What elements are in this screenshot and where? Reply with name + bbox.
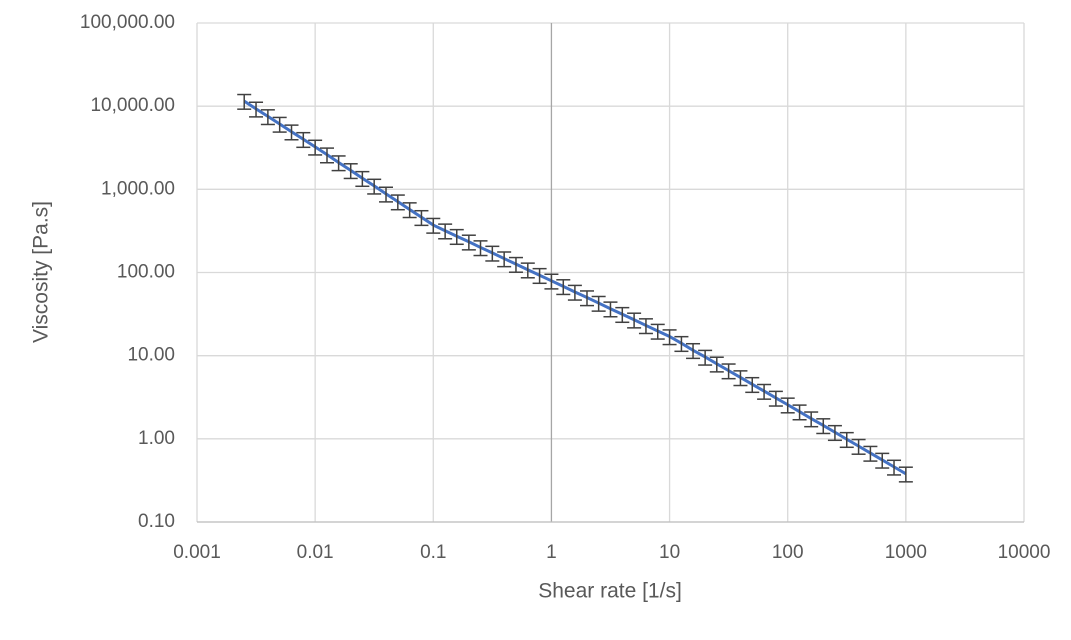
error-bar bbox=[461, 234, 476, 251]
error-bar bbox=[757, 383, 772, 400]
error-bar bbox=[497, 251, 512, 268]
error-bar bbox=[875, 452, 890, 469]
y-tick-label: 1,000.00 bbox=[101, 178, 175, 199]
x-tick-label: 0.01 bbox=[297, 542, 334, 563]
error-bar bbox=[308, 139, 323, 156]
error-bar bbox=[296, 131, 311, 149]
y-tick-label: 100.00 bbox=[117, 262, 175, 283]
error-bar bbox=[721, 363, 736, 380]
error-bar bbox=[662, 329, 677, 346]
error-bar bbox=[355, 170, 370, 188]
error-bar bbox=[887, 459, 902, 476]
error-bar bbox=[839, 431, 854, 449]
error-bar bbox=[686, 342, 701, 360]
x-tick-label: 10 bbox=[659, 542, 680, 563]
error-bar bbox=[650, 323, 665, 340]
error-bar bbox=[615, 306, 630, 324]
error-bar bbox=[473, 240, 488, 257]
error-bar bbox=[520, 262, 535, 279]
error-bar bbox=[260, 109, 275, 126]
error-bar bbox=[579, 290, 594, 307]
error-bar bbox=[284, 124, 299, 141]
error-bar bbox=[804, 411, 819, 428]
error-bar bbox=[390, 194, 405, 211]
y-tick-label: 10,000.00 bbox=[90, 95, 175, 116]
error-bar bbox=[674, 335, 689, 353]
error-bar bbox=[768, 390, 783, 407]
error-bar bbox=[402, 202, 417, 219]
error-bar bbox=[379, 186, 394, 203]
error-bar bbox=[556, 279, 571, 296]
error-bar bbox=[816, 418, 831, 435]
error-bar bbox=[544, 273, 559, 290]
x-tick-label: 10000 bbox=[998, 542, 1051, 563]
x-tick-label: 0.1 bbox=[420, 542, 446, 563]
error-bar bbox=[272, 116, 287, 133]
error-bar bbox=[733, 370, 748, 387]
y-tick-label: 0.10 bbox=[138, 511, 175, 532]
error-bar bbox=[698, 349, 713, 366]
error-bar bbox=[367, 178, 382, 195]
error-bar bbox=[343, 163, 358, 180]
error-bar bbox=[780, 397, 795, 414]
error-bar bbox=[331, 155, 346, 172]
error-bar bbox=[863, 445, 878, 462]
error-bar bbox=[426, 217, 441, 234]
y-axis-label: Viscosity [Pa.s] bbox=[30, 201, 53, 343]
error-bar bbox=[237, 93, 252, 110]
x-axis-label: Shear rate [1/s] bbox=[538, 580, 682, 603]
error-bar bbox=[851, 438, 866, 455]
error-bar bbox=[532, 267, 547, 285]
error-bar bbox=[320, 147, 335, 164]
y-tick-label: 1.00 bbox=[138, 428, 175, 449]
error-bar bbox=[709, 356, 724, 373]
error-bar bbox=[792, 404, 807, 421]
error-bar bbox=[591, 295, 606, 312]
x-tick-label: 0.001 bbox=[173, 542, 221, 563]
error-bar bbox=[414, 209, 429, 227]
y-tick-label: 10.00 bbox=[127, 345, 175, 366]
error-bar bbox=[603, 301, 618, 318]
error-bar bbox=[485, 245, 500, 262]
error-bar bbox=[627, 312, 642, 329]
error-bar bbox=[827, 424, 842, 442]
error-bar bbox=[438, 223, 453, 240]
y-tick-label: 100,000.00 bbox=[80, 12, 175, 33]
error-bar bbox=[898, 466, 913, 483]
error-bar bbox=[449, 228, 464, 246]
x-tick-label: 1 bbox=[546, 542, 557, 563]
error-bar bbox=[638, 318, 653, 335]
x-tick-label: 1000 bbox=[885, 542, 927, 563]
error-bar bbox=[567, 284, 582, 301]
x-tick-label: 100 bbox=[772, 542, 804, 563]
error-bar bbox=[745, 376, 760, 394]
error-bar bbox=[508, 256, 523, 273]
error-bar bbox=[249, 101, 264, 118]
